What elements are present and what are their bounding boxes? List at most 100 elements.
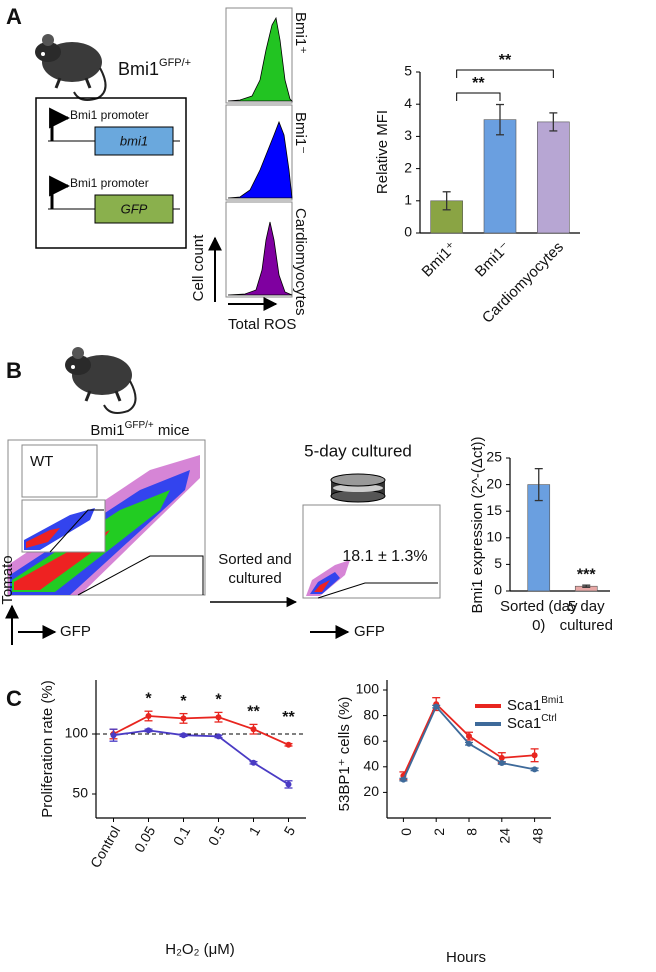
y-tick-label: 25 xyxy=(486,449,502,465)
x-tick-label: Bmi1⁻ xyxy=(472,239,514,281)
y-axis-label: Bmi1 expression (2^-(Δct)) xyxy=(469,436,486,613)
promoter-label: Bmi1 promoter xyxy=(70,176,149,190)
y-axis-label: Relative MFI xyxy=(374,110,391,194)
y-tick-label: 40 xyxy=(363,758,379,774)
label-text: mice xyxy=(154,422,190,439)
y-tick-label: 20 xyxy=(363,783,379,799)
histogram-label: Cardiomyocytes xyxy=(292,208,309,316)
bar xyxy=(537,121,570,234)
point xyxy=(400,776,407,783)
mouse-label: Bmi1GFP/+ mice xyxy=(90,420,189,439)
x-tick-label: 24 xyxy=(497,828,513,844)
panel-letter: A xyxy=(6,4,22,29)
histograms xyxy=(225,7,293,298)
annotation: ** xyxy=(472,75,485,92)
point xyxy=(531,766,538,773)
x-axis-label: H₂O₂ (μM) xyxy=(165,941,234,958)
annotation: ** xyxy=(499,52,512,69)
point xyxy=(466,740,472,747)
point xyxy=(180,715,187,722)
legend-sup: Ctrl xyxy=(541,713,557,724)
panel-letter: B xyxy=(6,358,22,383)
gene-box xyxy=(94,126,174,156)
x-tick-label: 0 xyxy=(398,828,414,836)
x-tick-label-box: Sorted (day 0) xyxy=(499,598,578,634)
panel-letter: C xyxy=(6,686,22,711)
point xyxy=(110,732,117,739)
annotation: ** xyxy=(282,709,295,726)
y-tick-label: 50 xyxy=(72,785,88,801)
point xyxy=(180,732,187,739)
bracket xyxy=(456,92,501,101)
label-sup: GFP/+ xyxy=(159,57,191,69)
y-tick-label: 100 xyxy=(65,725,89,741)
mouse-label: Bmi1GFP/+ xyxy=(118,57,191,79)
error-bar xyxy=(534,467,543,502)
y-tick-label: 80 xyxy=(363,706,379,722)
histogram-label: Bmi1⁻ xyxy=(292,112,309,154)
axis-label: Total ROS xyxy=(228,316,296,333)
point xyxy=(145,713,152,719)
construct: Bmi1 promoter GFP xyxy=(48,175,180,224)
flow-plot xyxy=(7,439,206,596)
y-tick-label: 5 xyxy=(404,63,412,79)
label-sup: GFP/+ xyxy=(125,420,154,431)
histogram-label: Bmi1⁺ xyxy=(292,12,309,54)
point xyxy=(498,759,505,766)
y-tick-label: 60 xyxy=(363,732,379,748)
point xyxy=(466,733,472,740)
x-tick-label: 5 xyxy=(281,823,299,838)
y-tick-label: 0 xyxy=(494,582,502,598)
point xyxy=(285,741,292,748)
axis-label: Tomato xyxy=(0,555,16,604)
x-tick-label: Control xyxy=(87,823,123,870)
x-tick-label: 48 xyxy=(529,828,545,844)
error-bar xyxy=(582,584,591,588)
mouse-icon xyxy=(35,34,107,101)
point xyxy=(498,754,505,761)
legend-name: Sca1 xyxy=(507,697,541,714)
x-tick-label: 2 xyxy=(431,828,447,836)
x-tick-label: 0.05 xyxy=(131,823,159,855)
flow-plot xyxy=(302,504,441,599)
point xyxy=(433,703,440,710)
error-bar xyxy=(442,191,451,211)
x-tick-label-box: 5 day cultured xyxy=(560,598,613,634)
gene-box xyxy=(94,194,174,224)
x-tick-label: 1 xyxy=(246,823,264,838)
error-bar xyxy=(496,103,504,136)
legend-label: Sca1Bmi1 xyxy=(507,695,564,714)
legend-name: Sca1 xyxy=(507,715,541,732)
construct: Bmi1 promoter bmi1 xyxy=(48,107,180,156)
mouse-icon xyxy=(65,347,137,414)
axis-label: Cell count xyxy=(190,234,207,302)
point xyxy=(531,752,538,759)
annotation: * xyxy=(145,690,152,707)
legend-label: Sca1Ctrl xyxy=(507,713,557,732)
point xyxy=(285,781,292,788)
y-tick-label: 2 xyxy=(404,159,412,175)
y-tick-label: 5 xyxy=(494,555,502,571)
culture-label: 5-day cultured xyxy=(304,441,412,460)
y-tick-label: 4 xyxy=(404,95,412,111)
gate-label: WT xyxy=(30,453,53,470)
axis-label: GFP xyxy=(60,623,91,640)
y-tick-label: 20 xyxy=(486,475,502,491)
annotation: * xyxy=(215,692,222,709)
bar xyxy=(483,119,517,234)
x-tick-label: 0.5 xyxy=(205,823,229,848)
construct-box xyxy=(35,97,187,249)
dish-icon xyxy=(330,473,386,503)
x-tick-label: 0.1 xyxy=(170,823,194,848)
point xyxy=(215,714,222,721)
point xyxy=(250,726,257,733)
label-text: Bmi1 xyxy=(118,59,159,79)
x-tick-label: Sorted (day 0) xyxy=(499,598,578,634)
annotation: ** xyxy=(247,704,260,721)
series-line xyxy=(113,729,289,786)
y-axis-label: 53BP1⁺ cells (%) xyxy=(336,697,353,812)
y-axis-label: Proliferation rate (%) xyxy=(39,680,56,818)
point xyxy=(145,727,152,734)
x-tick-label: 8 xyxy=(464,828,480,836)
